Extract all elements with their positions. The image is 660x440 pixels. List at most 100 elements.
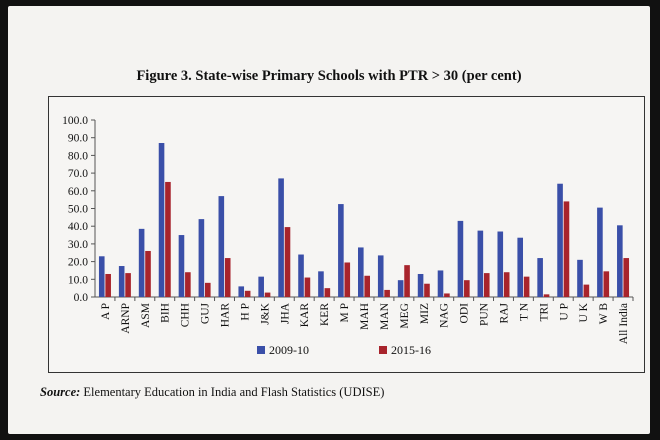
bar-series2: [384, 289, 390, 297]
x-tick-label: KAR: [299, 303, 311, 328]
y-tick-label: 40.0: [68, 221, 88, 233]
x-tick-label: ASM: [140, 303, 152, 328]
bar-series2: [344, 262, 351, 297]
bar-series1: [98, 256, 105, 297]
y-tick-label: 10.0: [68, 274, 88, 286]
bar-series2: [364, 275, 370, 297]
x-tick-label: A P: [100, 303, 112, 320]
bar-series2: [304, 277, 311, 297]
bar-series1: [198, 219, 205, 297]
x-tick-label: RAJ: [498, 302, 510, 323]
bar-series2: [623, 258, 630, 297]
source-text: Elementary Education in India and Flash …: [80, 385, 385, 399]
bar-series1: [377, 255, 384, 297]
bar-series1: [537, 258, 543, 297]
bar-series2: [464, 280, 470, 297]
bar-series2: [444, 293, 450, 297]
bar-series1: [138, 228, 145, 297]
y-tick-label: 80.0: [68, 150, 88, 162]
bar-series1: [457, 220, 464, 297]
bar-series1: [318, 271, 324, 297]
bar-series1: [517, 237, 524, 297]
legend-swatch: [257, 346, 265, 354]
bar-series1: [278, 178, 284, 297]
bar-series2: [244, 290, 251, 297]
x-tick-label: MAN: [379, 302, 391, 330]
bar-series1: [617, 225, 623, 297]
chart-frame: 0.0 10.0 20.0 30.0 40.0 50.0 60.0 70.0 80.0 90.0 1…: [48, 96, 645, 373]
bar-series2: [603, 271, 610, 297]
y-tick-label: 20.0: [68, 257, 88, 269]
x-tick-label: U K: [578, 302, 590, 322]
bar-series1: [497, 231, 504, 297]
bar-series1: [358, 247, 364, 297]
bar-series2: [204, 282, 211, 297]
bar-series1: [557, 183, 563, 297]
bar-series1: [158, 143, 165, 297]
y-tick-label: 90.0: [68, 133, 88, 145]
y-tick-label: 100.0: [62, 115, 88, 127]
source-label: Source:: [40, 385, 81, 399]
bar-series1: [178, 235, 185, 297]
y-tick-label: 50.0: [68, 204, 88, 216]
figure-page: Figure 3. State-wise Primary Schools wit…: [8, 6, 650, 434]
bar-series1: [298, 254, 304, 297]
x-tick-label: CHH: [180, 303, 192, 327]
bar-series2: [503, 272, 510, 297]
x-tick-label: BIH: [160, 303, 172, 323]
bar-series1: [597, 207, 603, 297]
bar-series2: [284, 227, 291, 297]
bar-series1: [218, 196, 225, 297]
bar-series1: [397, 280, 404, 297]
bar-series2: [543, 294, 550, 297]
bar-series2: [165, 181, 171, 297]
x-tick-label: GUJ: [200, 302, 212, 324]
y-tick-label: 0.0: [74, 292, 89, 304]
x-tick-label: W B: [598, 303, 610, 325]
bar-series1: [118, 266, 125, 297]
bar-series2: [264, 292, 271, 297]
bar-series1: [477, 230, 484, 297]
bar-series2: [404, 265, 410, 297]
legend-label: 2009-10: [269, 343, 309, 357]
x-tick-label: KER: [319, 303, 331, 326]
x-tick-label: ODI: [459, 303, 471, 324]
bar-series2: [224, 258, 231, 297]
bar-series2: [145, 250, 151, 297]
x-tick-label: H P: [239, 303, 251, 321]
x-tick-label: ARNP: [120, 303, 132, 334]
y-tick-label: 30.0: [68, 239, 88, 251]
y-tick-label: 70.0: [68, 168, 88, 180]
bar-series1: [417, 273, 424, 297]
bar-series1: [437, 270, 444, 297]
x-tick-label: TRI: [538, 303, 550, 322]
x-tick-label: MEG: [399, 303, 411, 329]
legend-swatch: [379, 346, 387, 354]
bar-series2: [583, 284, 590, 297]
bar-series1: [258, 276, 264, 297]
bar-series1: [338, 204, 344, 297]
x-tick-label: MAH: [359, 303, 371, 330]
bar-series2: [424, 283, 430, 297]
source-note: Source: Elementary Education in India an…: [40, 385, 384, 400]
x-tick-label: NAG: [439, 303, 451, 328]
bar-series2: [563, 201, 570, 297]
bar-series2: [523, 276, 530, 297]
bar-series1: [238, 286, 245, 297]
bar-chart: 0.0 10.0 20.0 30.0 40.0 50.0 60.0 70.0 80.0 90.0 1…: [62, 115, 634, 357]
x-tick-label: MIZ: [419, 303, 431, 324]
x-tick-label: PUN: [479, 302, 491, 326]
x-tick-label: U P: [558, 303, 570, 321]
x-tick-label: JHA: [279, 302, 291, 324]
chart-title: Figure 3. State-wise Primary Schools wit…: [136, 68, 522, 84]
bar-series2: [125, 273, 131, 297]
x-tick-label: J&K: [259, 302, 271, 324]
x-tick-label: HAR: [220, 303, 232, 328]
bar-series2: [483, 273, 490, 297]
y-tick-label: 60.0: [68, 186, 88, 198]
x-tick-label: All India: [618, 303, 630, 344]
bar-series2: [105, 273, 111, 297]
bar-series2: [324, 288, 331, 297]
legend-label: 2015-16: [391, 343, 431, 357]
x-tick-label: M P: [339, 303, 351, 323]
